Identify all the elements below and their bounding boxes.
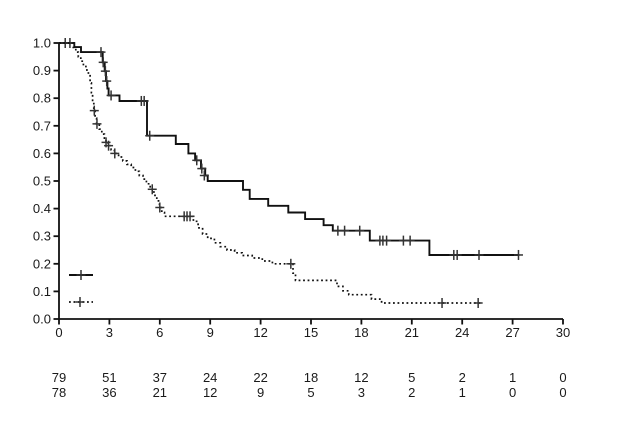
censor-mark: [104, 140, 114, 151]
x-tick-label: 15: [304, 325, 318, 340]
y-tick-label: 0.4: [33, 201, 51, 216]
group-1-curve: [59, 38, 523, 260]
x-tick-label: 30: [556, 325, 570, 340]
risk-row-group-2: 78 36 21 12 9 5 3 2 1 0 0: [52, 385, 567, 400]
axes: [58, 43, 563, 320]
y-tick-label: 0.2: [33, 256, 51, 271]
censor-mark: [382, 235, 392, 246]
censor-mark: [100, 66, 110, 77]
risk-count: 12: [203, 385, 217, 400]
censor-mark: [192, 155, 202, 166]
risk-count: 5: [307, 385, 314, 400]
censor-mark: [147, 184, 157, 195]
censor-mark: [92, 118, 102, 129]
risk-count: 21: [153, 385, 167, 400]
group-2-step-line: [59, 42, 481, 304]
censor-mark: [340, 225, 350, 236]
group-2-censors: [89, 105, 483, 308]
risk-count: 36: [102, 385, 116, 400]
risk-count: 24: [203, 370, 217, 385]
censor-mark: [106, 90, 116, 101]
censor-mark: [405, 235, 415, 246]
censor-mark: [474, 249, 484, 260]
censor-mark: [110, 148, 120, 159]
risk-count: 18: [304, 370, 318, 385]
risk-count: 3: [358, 385, 365, 400]
x-tick-label: 3: [106, 325, 113, 340]
x-tick-label: 24: [455, 325, 469, 340]
risk-table: 79 51 37 24 22 18 12 5 2 1 078 36 21 12 9 5 3 2 1 0 0: [52, 370, 567, 400]
censor-mark: [513, 249, 523, 260]
legend-entry-group-2: [69, 297, 93, 307]
censor-mark: [155, 202, 165, 213]
censor-mark: [96, 47, 106, 58]
risk-row-group-1: 79 51 37 24 22 18 12 5 2 1 0: [52, 370, 567, 385]
censor-mark: [76, 270, 86, 280]
risk-count: 2: [408, 385, 415, 400]
x-tick-label: 6: [156, 325, 163, 340]
x-tick-label: 9: [207, 325, 214, 340]
censor-mark: [75, 297, 85, 307]
risk-count: 9: [257, 385, 264, 400]
risk-count: 5: [408, 370, 415, 385]
group-1-step-line: [59, 42, 520, 256]
risk-count: 0: [559, 370, 566, 385]
censor-mark: [197, 163, 207, 174]
censor-mark: [102, 76, 112, 87]
risk-count: 0: [509, 385, 516, 400]
x-tick-label: 21: [405, 325, 419, 340]
y-tick-label: 0.1: [33, 284, 51, 299]
censor-mark: [139, 95, 149, 106]
x-tick-label: 27: [505, 325, 519, 340]
censor-mark: [145, 130, 155, 141]
risk-count: 37: [153, 370, 167, 385]
censor-mark: [89, 105, 99, 116]
censor-mark: [185, 211, 195, 222]
censor-mark: [98, 57, 108, 68]
y-tick-label: 0.7: [33, 118, 51, 133]
risk-count: 1: [459, 385, 466, 400]
risk-count: 22: [253, 370, 267, 385]
censor-mark: [286, 258, 296, 269]
x-axis-ticks: 0 3 6 9 12 15 18 21 24 27 30: [55, 319, 570, 340]
y-tick-label: 0.6: [33, 146, 51, 161]
y-tick-label: 0.5: [33, 174, 51, 189]
risk-count: 78: [52, 385, 66, 400]
censor-mark: [452, 249, 462, 260]
risk-count: 2: [459, 370, 466, 385]
y-tick-label: 0.3: [33, 229, 51, 244]
legend: [69, 270, 93, 307]
risk-count: 12: [354, 370, 368, 385]
y-axis-ticks: 0.0 0.1 0.2 0.3 0.4 0.5 0.6 0.7 0.8 0.9 1.0: [33, 36, 59, 327]
x-tick-label: 0: [55, 325, 62, 340]
group-2-curve: [59, 42, 483, 308]
group-1-censors: [60, 38, 523, 260]
censor-mark: [437, 297, 447, 308]
risk-count: 0: [559, 385, 566, 400]
x-tick-label: 18: [354, 325, 368, 340]
censor-mark: [199, 170, 209, 181]
y-tick-label: 0.9: [33, 63, 51, 78]
censor-mark: [355, 225, 365, 236]
censor-mark: [473, 297, 483, 308]
y-tick-label: 0.8: [33, 91, 51, 106]
y-tick-label: 0.0: [33, 312, 51, 327]
risk-count: 79: [52, 370, 66, 385]
legend-entry-group-1: [69, 270, 93, 280]
risk-count: 51: [102, 370, 116, 385]
risk-count: 1: [509, 370, 516, 385]
x-tick-label: 12: [253, 325, 267, 340]
y-tick-label: 1.0: [33, 36, 51, 51]
